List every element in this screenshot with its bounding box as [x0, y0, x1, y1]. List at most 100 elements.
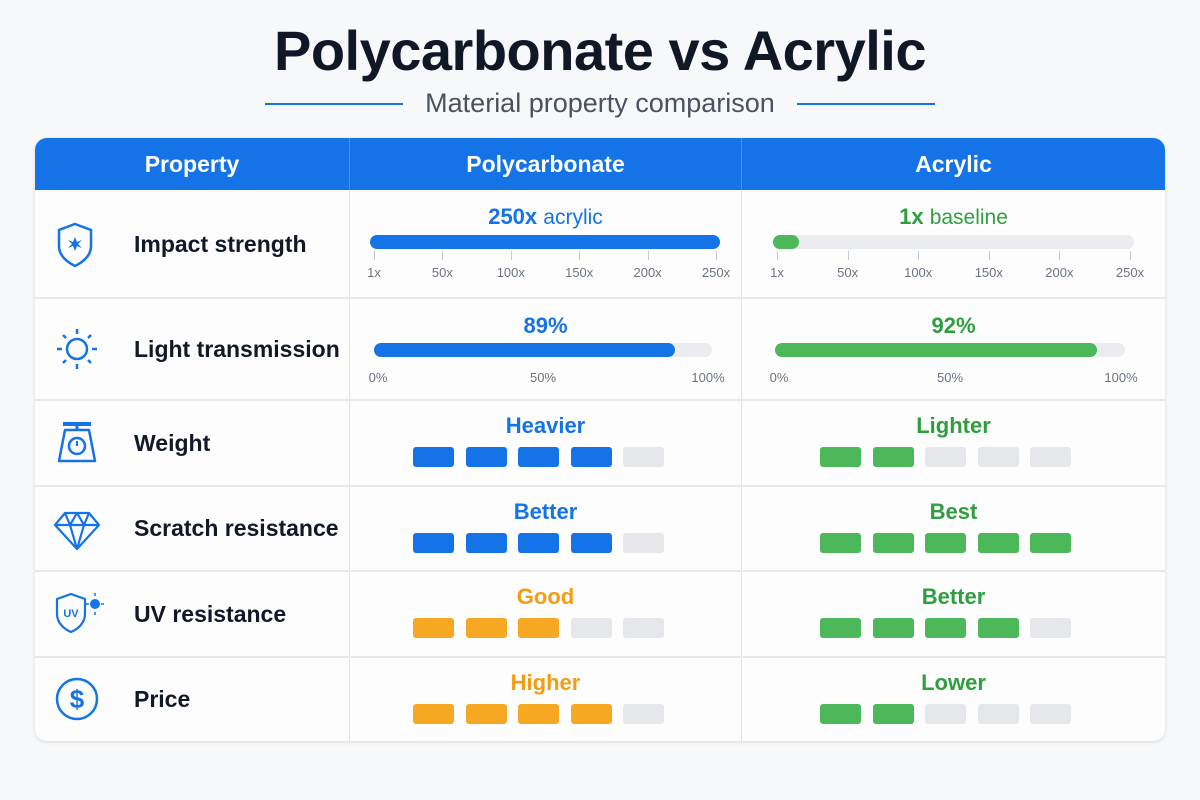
acrylic-rating-block [1030, 704, 1071, 724]
property-label: UV resistance [134, 600, 287, 627]
axis-tick-label: 50x [431, 265, 453, 280]
polycarbonate-rating-block [465, 533, 507, 553]
polycarbonate-value-label: Good [350, 584, 741, 610]
acrylic-cell: Better [742, 571, 1165, 657]
sun-icon [57, 329, 97, 369]
axis-tick-label: 250x [701, 265, 731, 280]
acrylic-value-label: Lower [742, 670, 1165, 696]
axis-tick [510, 251, 512, 260]
acrylic-value-main: Better [921, 584, 986, 609]
polycarbonate-value-main: Better [513, 499, 578, 524]
axis-tick-label: 50% [936, 370, 964, 385]
acrylic-rating-block [1030, 447, 1071, 467]
axis-tick [1130, 251, 1131, 260]
svg-text:$: $ [70, 684, 85, 714]
scale-icon [57, 422, 97, 463]
acrylic-bar-fill [773, 235, 799, 249]
polycarbonate-value-label: Better [350, 499, 741, 525]
acrylic-value-main: 1x [899, 204, 924, 229]
polycarbonate-bar-fill [370, 235, 720, 249]
acrylic-rating-block [872, 618, 914, 638]
axis-tick-label: 0% [368, 370, 388, 385]
table-row-weight: Weight [35, 400, 349, 486]
polycarbonate-rating-block [570, 618, 612, 638]
table-row-light-transmission: Light transmission [35, 298, 349, 400]
polycarbonate-rating-block [413, 618, 454, 638]
polycarbonate-value-main: 89% [523, 313, 568, 338]
polycarbonate-cell: 250x acrylic 1x 50x 100x 150x 200x 250x [350, 190, 741, 298]
acrylic-value-main: Lower [921, 670, 986, 695]
subtitle: Material property comparison [425, 88, 775, 118]
acrylic-value-label: Lighter [742, 413, 1165, 439]
acrylic-value-main: Lighter [916, 413, 991, 438]
column-divider [741, 190, 742, 741]
axis-tick [847, 251, 849, 260]
acrylic-rating-block [820, 618, 861, 638]
polycarbonate-rating-block [518, 704, 559, 724]
polycarbonate-rating-block [465, 704, 507, 724]
polycarbonate-cell: Higher [350, 657, 741, 741]
acrylic-rating-block [820, 447, 861, 467]
polycarbonate-value-main: 250x [488, 204, 538, 229]
polycarbonate-value-label: 89% [350, 313, 741, 339]
acrylic-cell: 92% 0% 50% 100% [742, 298, 1165, 400]
acrylic-value-label: 92% [742, 313, 1165, 339]
polycarbonate-bar-track [374, 343, 712, 357]
polycarbonate-cell: Good [350, 571, 741, 657]
acrylic-rating-block [872, 447, 914, 467]
acrylic-rating-block [1030, 533, 1071, 553]
axis-tick [442, 251, 444, 260]
polycarbonate-rating-block [413, 704, 454, 724]
polycarbonate-rating-block [518, 447, 559, 467]
polycarbonate-rating-block [623, 618, 664, 638]
polycarbonate-value-label: 250x acrylic [350, 204, 741, 230]
acrylic-bar-track [775, 343, 1125, 357]
svg-text:UV: UV [63, 608, 79, 620]
axis-tick-label: 1x [367, 265, 381, 280]
polycarbonate-rating-block [518, 533, 559, 553]
polycarbonate-rating-block [570, 533, 612, 553]
axis-tick [716, 251, 717, 260]
page-title: Polycarbonate vs Acrylic [273, 19, 927, 82]
property-label: Weight [134, 429, 211, 456]
acrylic-value-main: Best [929, 499, 978, 524]
header-polycarbonate: Polycarbonate [349, 138, 741, 190]
axis-tick [1059, 251, 1061, 260]
polycarbonate-bar-fill [374, 343, 675, 357]
axis-tick [374, 251, 375, 260]
axis-tick-label: 150x [565, 265, 594, 280]
property-label: Light transmission [134, 335, 340, 362]
table-row-scratch-resistance: Scratch resistance [35, 486, 349, 571]
polycarbonate-rating-block [465, 618, 507, 638]
polycarbonate-bar-track [370, 235, 720, 249]
acrylic-rating-block [925, 704, 966, 724]
polycarbonate-value-main: Good [516, 584, 575, 609]
polycarbonate-value-label: Higher [350, 670, 741, 696]
acrylic-rating-block [977, 447, 1019, 467]
polycarbonate-rating-block [413, 533, 454, 553]
property-label: Price [134, 685, 191, 712]
polycarbonate-cell: Heavier [350, 400, 741, 486]
row-divider [35, 485, 1165, 487]
acrylic-rating-block [1030, 618, 1071, 638]
polycarbonate-value-label: Heavier [350, 413, 741, 439]
axis-tick [918, 251, 920, 260]
polycarbonate-rating-block [518, 618, 559, 638]
acrylic-value-label: Better [742, 584, 1165, 610]
axis-tick [988, 251, 990, 260]
acrylic-rating-block [820, 533, 861, 553]
polycarbonate-cell: Better [350, 486, 741, 571]
polycarbonate-rating-block [623, 704, 664, 724]
polycarbonate-rating-block [570, 704, 612, 724]
column-divider [349, 190, 350, 741]
polycarbonate-value-sub: acrylic [543, 206, 603, 229]
divider-right [796, 102, 935, 105]
divider-left [265, 102, 404, 105]
polycarbonate-cell: 89% 0% 50% 100% [350, 298, 741, 400]
acrylic-rating-block [872, 533, 914, 553]
axis-tick-label: 200x [1045, 265, 1074, 280]
acrylic-value-sub: baseline [929, 206, 1008, 229]
comparison-table: Property Polycarbonate Acrylic Impact st… [35, 138, 1165, 741]
acrylic-rating-block [925, 447, 966, 467]
axis-tick-label: 0% [769, 370, 789, 385]
